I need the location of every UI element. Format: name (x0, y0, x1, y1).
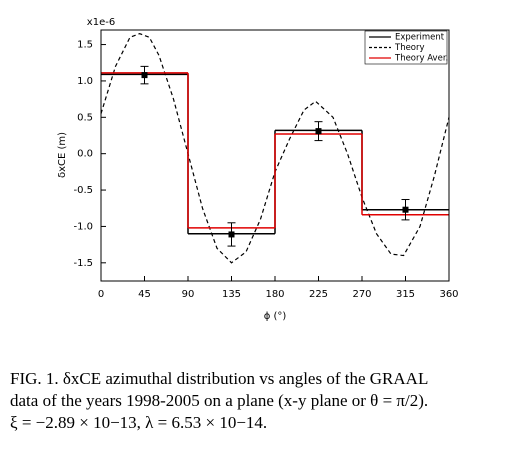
y-tick-label: -1.5 (73, 258, 93, 269)
x-tick-label: 225 (309, 289, 328, 300)
x-tick-label: 90 (182, 289, 195, 300)
legend-label: Experiment (395, 33, 445, 43)
x-tick-label: 270 (352, 289, 371, 300)
multiplier-label: x1e-6 (87, 17, 115, 28)
theory-curve (100, 32, 450, 264)
x-tick-label: 135 (222, 289, 241, 300)
caption-line: FIG. 1. δxCE azimuthal distribution vs a… (10, 369, 428, 388)
y-tick-label: -1.0 (73, 221, 93, 232)
y-tick-label: 0.5 (77, 112, 93, 123)
x-tick-label: 360 (439, 289, 458, 300)
y-tick-label: -0.5 (73, 185, 93, 196)
y-tick-label: 1.0 (77, 76, 93, 87)
x-tick-label: 180 (265, 289, 284, 300)
data-point (315, 128, 322, 135)
caption-line: ξ = −2.89 × 10−13, λ = 6.53 × 10−14. (10, 413, 267, 432)
x-tick-label: 45 (138, 289, 151, 300)
data-point (228, 231, 235, 238)
data-point (141, 72, 148, 79)
legend-label: Theory Aver. (394, 54, 448, 64)
plot-frame (100, 29, 450, 282)
legend-label: Theory (394, 43, 425, 53)
y-tick-label: 0.0 (77, 149, 93, 160)
x-tick-label: 315 (396, 289, 415, 300)
x-axis-label: ϕ (°) (264, 311, 287, 322)
y-tick-label: 1.5 (77, 40, 93, 51)
y-axis-label: δxCE (m) (57, 132, 68, 178)
x-tick-label: 0 (98, 289, 104, 300)
caption-line: data of the years 1998-2005 on a plane (… (10, 391, 428, 410)
data-point (402, 206, 409, 213)
